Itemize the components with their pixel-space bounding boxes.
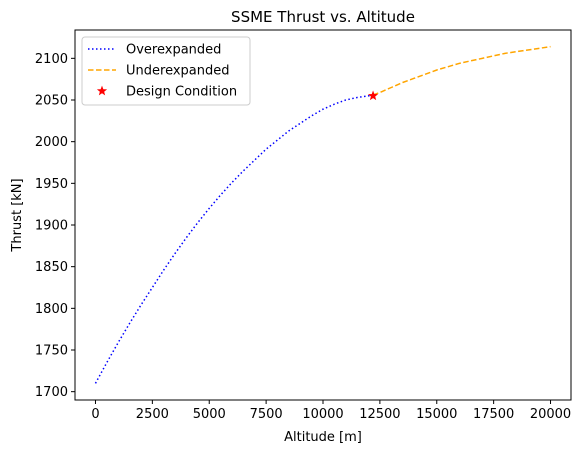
x-tick-label: 0	[91, 407, 99, 422]
y-tick-label: 1900	[35, 219, 68, 234]
x-tick-label: 17500	[473, 407, 514, 422]
y-tick-label: 1750	[35, 344, 68, 359]
plot-lines	[94, 45, 551, 384]
legend-star-icon	[96, 85, 108, 96]
x-tick-label: 10000	[302, 407, 343, 422]
legend-label-design-condition: Design Condition	[126, 85, 237, 100]
x-tick-label: 12500	[359, 407, 400, 422]
y-tick-label: 2050	[35, 94, 68, 109]
y-axis: 1700 1750 1800 1850 1900 1950 2000 2050 2100	[35, 52, 75, 400]
y-axis-label: Thrust [kN]	[10, 178, 25, 252]
chart-title: SSME Thrust vs. Altitude	[231, 8, 415, 26]
x-tick-label: 2500	[136, 407, 169, 422]
legend-swatch-design-condition	[96, 85, 108, 96]
y-tick-label: 1950	[35, 177, 68, 192]
legend-box	[81, 36, 251, 106]
legend-label-underexpanded: Underexpanded	[126, 64, 230, 79]
x-tick-label: 5000	[193, 407, 226, 422]
y-tick-label: 1800	[35, 302, 68, 317]
y-tick-label: 1700	[35, 385, 68, 400]
x-axis: 0 2500 5000 7500 10000 12500 15000 17500 20000	[91, 400, 571, 422]
legend-label-overexpanded: Overexpanded	[126, 43, 221, 58]
underexpanded-line	[372, 45, 551, 96]
y-tick-label: 2000	[35, 135, 68, 150]
x-tick-label: 7500	[250, 407, 283, 422]
x-tick-label: 15000	[416, 407, 457, 422]
legend: Overexpanded Underexpanded Design Condit…	[81, 36, 251, 106]
x-tick-label: 20000	[530, 407, 571, 422]
y-tick-label: 2100	[35, 52, 68, 67]
design-condition-marker	[367, 90, 379, 101]
y-tick-label: 1850	[35, 260, 68, 275]
x-axis-label: Altitude [m]	[284, 430, 362, 445]
overexpanded-line	[94, 94, 374, 384]
